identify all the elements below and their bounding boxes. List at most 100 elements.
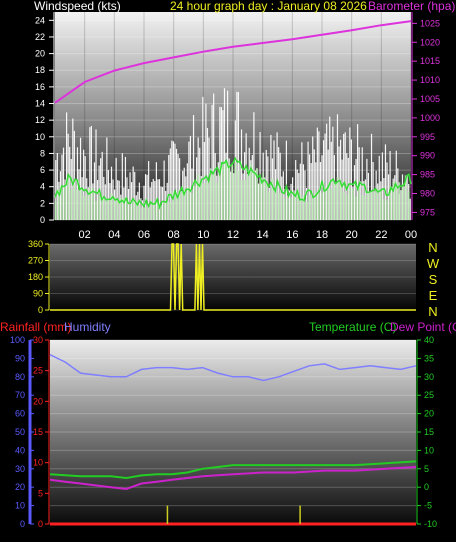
temp-x-tick-label: 10 <box>196 530 208 542</box>
temp-x-tick-label: 06 <box>135 530 147 542</box>
wind-axis-label: 8 <box>40 148 45 158</box>
humidity-axis-label: 40 <box>15 445 25 455</box>
temp-x-tick-label: 22 <box>379 530 391 542</box>
temp-x-tick-label: 02 <box>74 530 86 542</box>
wind-axis-label: 10 <box>35 132 45 142</box>
wind-axis-label: 24 <box>35 15 45 25</box>
temp-x-tick-label: 20 <box>349 530 361 542</box>
wind-x-tick-label: 12 <box>227 229 239 241</box>
barometer-axis-label: 1025 <box>420 18 440 28</box>
wind-axis-label: 16 <box>35 82 45 92</box>
dewpoint-line <box>49 466 417 491</box>
rain-axis-label: 5 <box>38 488 43 498</box>
barometer-title: Barometer (hpa) <box>368 0 455 13</box>
wind-axis-label: 2 <box>40 198 45 208</box>
temp-x-tick-label: 08 <box>166 530 178 542</box>
compass-label: N <box>428 240 437 255</box>
temp-axis-label: 0 <box>424 482 429 492</box>
humidity-line <box>49 354 417 382</box>
compass-label: W <box>427 256 440 271</box>
humidity-axis-label: 50 <box>15 427 25 437</box>
temperature-line <box>49 460 417 480</box>
windspeed-title: Windspeed (kts) <box>34 0 121 13</box>
temp-x-tick-label: 04 <box>105 530 117 542</box>
barometer-axis-label: 1005 <box>420 94 440 104</box>
humidity-axis-label: 80 <box>15 372 25 382</box>
wind-axis-label: 22 <box>35 32 45 42</box>
rainfall-title: Rainfall (mm) <box>0 320 71 334</box>
barometer-axis-label: 1015 <box>420 56 440 66</box>
wind-axis-label: 20 <box>35 49 45 59</box>
wind-x-tick-label: 18 <box>316 229 328 241</box>
humidity-axis-label: 30 <box>15 464 25 474</box>
wind-axis-label: 4 <box>40 182 45 192</box>
humidity-axis-label: 100 <box>10 335 25 345</box>
barometer-axis-label: 1000 <box>420 113 440 123</box>
average-wind-line <box>54 156 412 210</box>
temp-axis-label: 40 <box>424 335 434 345</box>
direction-plot-area <box>50 244 416 310</box>
compass-label: S <box>429 272 438 287</box>
temp-axis-label: -5 <box>424 501 432 511</box>
barometer-axis-label: 975 <box>420 207 435 217</box>
wind-x-tick-label: 10 <box>197 229 209 241</box>
barometer-axis-label: 1010 <box>420 75 440 85</box>
wind-x-tick-label: 16 <box>286 229 298 241</box>
direction-axis-label: 360 <box>28 239 43 249</box>
wind-axis-label: 12 <box>35 115 45 125</box>
humidity-axis-label: 70 <box>15 390 25 400</box>
wind-direction-line <box>50 243 416 311</box>
temp-axis-label: 15 <box>424 427 434 437</box>
humidity-title: Humidity <box>64 320 111 334</box>
direction-axis-label: 180 <box>28 272 43 282</box>
temp-x-tick-label: 00 <box>410 530 422 542</box>
wind-axis-label: 0 <box>40 215 45 225</box>
humidity-axis-label: 10 <box>15 501 25 511</box>
direction-axis-label: 90 <box>33 289 43 299</box>
temp-x-tick-label: 16 <box>288 530 300 542</box>
temp-x-tick-label: 12 <box>227 530 239 542</box>
date-title: 24 hour graph day : January 08 2026 <box>170 0 367 13</box>
temp-plot-area <box>50 340 416 524</box>
compass-label: N <box>428 304 437 319</box>
dewpoint-title: Dew Point (C) <box>390 320 456 334</box>
barometer-axis-label: 1020 <box>420 37 440 47</box>
direction-axis-label: 270 <box>28 256 43 266</box>
temp-axis-label: 35 <box>424 353 434 363</box>
rain-axis-label: 25 <box>33 366 43 376</box>
wind-x-tick-label: 08 <box>168 229 180 241</box>
rain-axis-label: 20 <box>33 396 43 406</box>
barometer-axis-label: 980 <box>420 189 435 199</box>
barometer-axis-label: 985 <box>420 170 435 180</box>
wind-axis-label: 6 <box>40 165 45 175</box>
humidity-axis-label: 20 <box>15 482 25 492</box>
rain-axis-label: 30 <box>33 335 43 345</box>
rain-axis-label: 10 <box>33 458 43 468</box>
rain-axis-label: 15 <box>33 427 43 437</box>
temp-axis-label: 25 <box>424 390 434 400</box>
humidity-axis-label: 0 <box>20 519 25 529</box>
temp-x-tick-label: 18 <box>318 530 330 542</box>
wind-x-tick-label: 14 <box>257 229 269 241</box>
barometer-line <box>54 20 412 104</box>
barometer-axis-label: 995 <box>420 132 435 142</box>
humidity-axis-label: 90 <box>15 353 25 363</box>
direction-axis-label: 0 <box>38 305 43 315</box>
wind-x-tick-label: 22 <box>375 229 387 241</box>
wind-x-tick-label: 02 <box>79 229 91 241</box>
temp-axis-label: 20 <box>424 409 434 419</box>
temperature-title: Temperature (C) <box>309 320 396 334</box>
wind-x-tick-label: 06 <box>138 229 150 241</box>
temp-x-tick-label: 14 <box>257 530 269 542</box>
wind-axis-label: 14 <box>35 99 45 109</box>
temp-axis-label: 5 <box>424 464 429 474</box>
wind-x-tick-label: 00 <box>405 229 417 241</box>
wind-x-tick-label: 04 <box>108 229 120 241</box>
rain-axis-label: 0 <box>38 519 43 529</box>
temp-axis-label: 10 <box>424 445 434 455</box>
humidity-axis-label: 60 <box>15 409 25 419</box>
